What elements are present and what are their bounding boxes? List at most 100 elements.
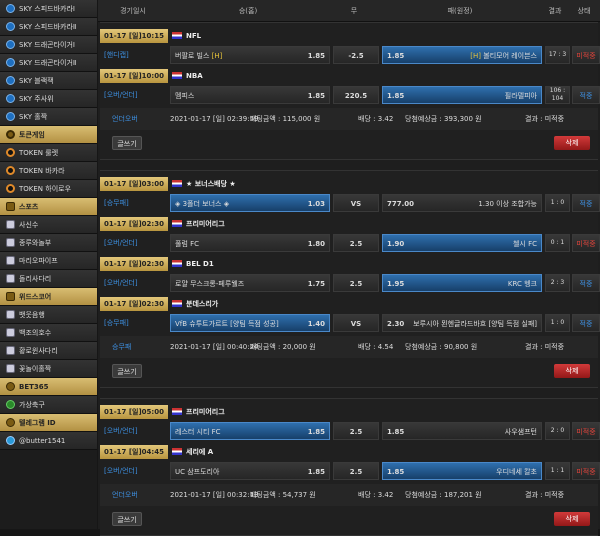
menu-icon	[6, 184, 15, 193]
match-datetime: 01-17 [일]03:00	[100, 176, 168, 191]
away-odds: 1.85	[387, 52, 405, 60]
home-team: UC 삼프도리아	[175, 468, 220, 476]
menu-label: 스포츠	[19, 202, 39, 211]
away-cell: 1.90 첼시 FC	[382, 234, 542, 252]
bet-row: [오버/언더] 로얄 무스크롱-페루웰즈 1.75 2.5 1.95 KRC 헹크 2 : …	[100, 273, 600, 294]
menu-item[interactable]: 뱃웃음행	[0, 306, 97, 324]
menu-item[interactable]: TOKEN 하이로우	[0, 180, 97, 198]
delete-button[interactable]: 삭제	[554, 364, 590, 378]
menu-item[interactable]: SKY 스피드바카라Ⅰ	[0, 0, 97, 18]
menu-icon	[6, 400, 15, 409]
away-team: 사우샘프턴	[504, 428, 537, 436]
league-row: 01-17 [일]02:30 분데스리가	[100, 294, 598, 313]
menu-item: BET365	[0, 378, 97, 396]
menu-item[interactable]: 마리오파이프	[0, 252, 97, 270]
away-cell: 1.95 KRC 헹크	[382, 274, 542, 292]
score: 1 : 0	[545, 314, 570, 332]
score: 1 : 0	[545, 194, 570, 212]
home-team: VfB 슈투트가르트 [양팀 득점 성공]	[175, 320, 279, 328]
menu-item[interactable]: 종루와놀부	[0, 234, 97, 252]
status: 적중	[572, 86, 600, 104]
league-row: 01-17 [일]10:00 NBA	[100, 66, 598, 85]
write-button[interactable]: 글쓰기	[112, 512, 142, 526]
menu-item[interactable]: 가상축구	[0, 396, 97, 414]
away-cell: 777.00 1.30 이상 조합가능	[382, 194, 542, 212]
menu-icon	[6, 112, 15, 121]
bet-history: 경기일시 승(홈) 무 패(원정) 결과 상태 01-17 [일]10:15 NFL [핸디캡…	[98, 0, 600, 536]
score: 2 : 0	[545, 422, 570, 440]
menu-icon	[6, 382, 15, 391]
away-team: KRC 헹크	[507, 280, 537, 288]
menu-item[interactable]: SKY 주사위	[0, 90, 97, 108]
button-row: 글쓰기 삭제	[100, 130, 598, 156]
menu-item[interactable]: 백조의호수	[0, 324, 97, 342]
delete-button[interactable]: 삭제	[554, 512, 590, 526]
home-cell: 풀럼 FC 1.80	[170, 234, 330, 252]
menu-item[interactable]: SKY 드래곤타이거Ⅱ	[0, 54, 97, 72]
menu-item[interactable]: TOKEN 바카라	[0, 162, 97, 180]
status: 적중	[572, 274, 600, 292]
menu-item[interactable]: TOKEN 룰렛	[0, 144, 97, 162]
bet-type: [승무패]	[104, 199, 129, 207]
away-team: 필라델피아	[504, 92, 537, 100]
home-odds: 1.03	[307, 200, 325, 208]
menu-item: 위드스코어	[0, 288, 97, 306]
menu-icon	[6, 292, 15, 301]
league-row: 01-17 [일]02:30 BEL D1	[100, 254, 598, 273]
league-row: 01-17 [일]05:00 프리미어리그	[100, 402, 598, 421]
status: 적중	[572, 194, 600, 212]
score: 1 : 1	[545, 462, 570, 480]
menu-item[interactable]: 꽃놀이홀짝	[0, 360, 97, 378]
bet-summary: 승무패 2021-01-17 [일] 00:40:24 배팅금액 : 20,000 …	[100, 336, 598, 358]
home-cell: 로얄 무스크롱-페루웰즈 1.75	[170, 274, 330, 292]
away-cell: 2.30 보루시아 묀헨글라드바흐 [양팀 득점 실패]	[382, 314, 542, 332]
menu-label: TOKEN 바카라	[19, 166, 65, 175]
match-datetime: 01-17 [일]05:00	[100, 404, 168, 419]
menu-label: 뱃웃음행	[19, 310, 45, 319]
menu-icon	[6, 202, 15, 211]
menu-label: 종루와놀부	[19, 238, 52, 247]
match-datetime: 01-17 [일]02:30	[100, 296, 168, 311]
menu-item[interactable]: 사신수	[0, 216, 97, 234]
league-flag	[172, 260, 182, 267]
bet-row: [오버/언더] 풀럼 FC 1.80 2.5 1.90 첼시 FC 0 : 1 미적중	[100, 233, 600, 254]
away-team: 1.30 이상 조합가능	[478, 200, 537, 208]
menu-label: 위드스코어	[19, 292, 52, 301]
menu-item[interactable]: 돌리사다리	[0, 270, 97, 288]
menu-icon	[6, 76, 15, 85]
write-button[interactable]: 글쓰기	[112, 136, 142, 150]
menu-item[interactable]: @butter1541	[0, 432, 97, 450]
home-cell: 레스터 시티 FC 1.85	[170, 422, 330, 440]
league-flag	[172, 408, 182, 415]
home-cell: 멤피스 1.85	[170, 86, 330, 104]
menu-item[interactable]: SKY 블랙잭	[0, 72, 97, 90]
away-odds: 777.00	[387, 200, 415, 208]
bet-type: [승무패]	[104, 319, 129, 327]
menu-item[interactable]: SKY 드래곤타이거Ⅰ	[0, 36, 97, 54]
league-flag	[172, 72, 182, 79]
league-row: 01-17 [일]02:30 프리미어리그	[100, 214, 598, 233]
league-name: 세리에 A	[186, 447, 214, 456]
home-odds: 1.85	[307, 52, 325, 60]
away-odds: 2.30	[387, 320, 405, 328]
menu-label: 텔레그램 ID	[19, 418, 56, 427]
menu-item[interactable]: SKY 스피드바카라Ⅱ	[0, 18, 97, 36]
menu-icon	[6, 238, 15, 247]
menu-label: 황로윈사다리	[19, 346, 58, 355]
delete-button[interactable]: 삭제	[554, 136, 590, 150]
menu-item[interactable]: 황로윈사다리	[0, 342, 97, 360]
sidebar: SKY 스피드바카라Ⅰ SKY 스피드바카라Ⅱ SKY 드래곤타이거Ⅰ SKY 드래곤…	[0, 0, 97, 529]
league-name: NFL	[186, 31, 202, 40]
summary-result: 결과 : 미적중	[525, 491, 565, 499]
write-button[interactable]: 글쓰기	[112, 364, 142, 378]
menu-icon	[6, 346, 15, 355]
away-odds: 1.85	[387, 468, 405, 476]
bet-summary: 언더오버 2021-01-17 [일] 00:32:13 배팅금액 : 54,737…	[100, 484, 598, 506]
menu-item[interactable]: SKY 홀짝	[0, 108, 97, 126]
summary-time: 2021-01-17 [일] 00:32:13	[170, 491, 259, 499]
bet-row: [오버/언더] 레스터 시티 FC 1.85 2.5 1.85 사우샘프턴 2 : 0 미적중	[100, 421, 600, 442]
home-odds: 1.40	[307, 320, 325, 328]
menu-icon	[6, 130, 15, 139]
status: 미적중	[572, 462, 600, 480]
